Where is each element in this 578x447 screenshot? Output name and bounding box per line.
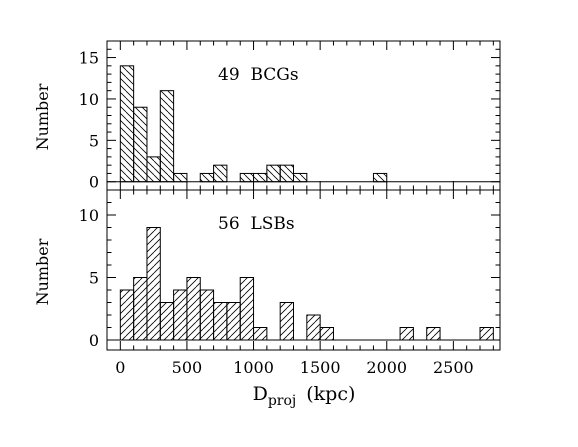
bottom-y-tick-label: 0 [89,331,99,350]
bottom-y-tick-label: 5 [89,269,99,288]
top-y-tick-label: 15 [79,49,99,68]
x-axis-label: Dproj (kpc) [253,383,356,409]
bottom-bar [319,327,334,341]
x-tick-label: 1500 [300,358,341,377]
top-bar [199,172,215,183]
bottom-bar [226,302,241,341]
top-bar [372,172,388,183]
bottom-bar [133,277,148,341]
bottom-bars [107,227,500,341]
bottom-bar [119,289,135,341]
x-tick-label: 500 [172,358,203,377]
top-bar [133,106,148,183]
bottom-bar [239,277,255,341]
bottom-bar [399,327,414,341]
x-tick-label: 2000 [366,358,407,377]
bottom-y-axis-label: Number [33,238,52,305]
bottom-bar [146,227,161,341]
x-tick-label: 2500 [433,358,474,377]
x-tick-label: 0 [115,358,125,377]
top-bar [119,65,135,183]
bottom-annotation: 56 LSBs [218,214,295,234]
top-y-tick-label: 5 [89,131,99,150]
bottom-bar [306,314,321,341]
bottom-plot-frame [106,189,501,351]
top-bar [239,172,255,183]
x-tick-label: 1000 [233,358,274,377]
bottom-bar [186,277,201,341]
bottom-bar [173,289,188,341]
top-bar [266,164,281,183]
bottom-bar [479,327,494,341]
top-y-tick-label: 0 [89,173,99,192]
bottom-ticks: 0 5 10 0 500 1000 1500 2000 2500 [79,189,500,377]
top-y-tick-label: 10 [79,90,99,109]
top-bar [279,164,295,183]
bottom-bar [199,289,215,341]
top-y-axis-label: Number [33,83,52,150]
top-bar [146,156,161,183]
bottom-bar [253,327,268,341]
x-axis-label-unit: (kpc) [306,383,355,405]
top-bar [213,164,228,183]
bottom-bar [159,302,175,341]
top-panel: 0 5 10 15 49 BCGs Number [33,40,501,192]
bottom-bar [213,302,228,341]
top-annotation: 49 BCGs [218,65,299,85]
bottom-bar [279,302,295,341]
top-bar [159,90,175,183]
top-bar [173,172,188,183]
bottom-panel: 0 5 10 0 500 1000 1500 2000 2500 56 LSBs Number [33,189,501,377]
bottom-bar [426,327,441,341]
x-axis-label-main: D [253,383,268,405]
top-bars [107,65,500,183]
bottom-y-tick-label: 10 [79,206,99,225]
x-axis-label-subscript: proj [268,393,296,409]
top-bar [293,172,308,183]
top-bar [253,172,268,183]
